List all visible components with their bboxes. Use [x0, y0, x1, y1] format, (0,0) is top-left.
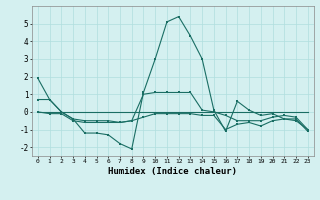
X-axis label: Humidex (Indice chaleur): Humidex (Indice chaleur): [108, 167, 237, 176]
